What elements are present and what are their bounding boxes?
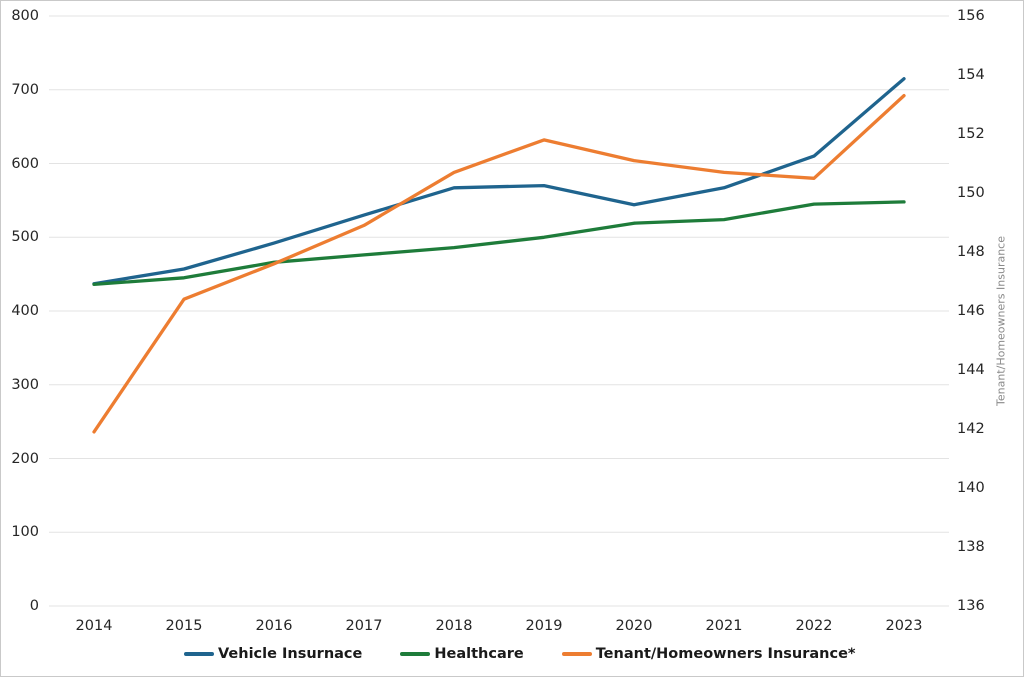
- legend-item-healthcare: Healthcare: [400, 646, 524, 662]
- right-axis-tick-label: 140: [957, 479, 985, 496]
- x-axis-tick-label: 2019: [525, 618, 563, 634]
- right-axis-tick-label: 150: [957, 184, 985, 201]
- left-axis-tick-label: 200: [11, 450, 39, 467]
- legend-swatch-icon: [400, 652, 431, 656]
- right-axis-tick-label: 144: [957, 361, 985, 378]
- left-axis-tick-label: 600: [11, 155, 39, 172]
- x-axis-tick-label: 2016: [255, 618, 293, 634]
- right-axis-tick-label: 142: [957, 420, 985, 437]
- legend-label: Vehicle Insurnace: [218, 646, 363, 662]
- left-axis-tick-label: 700: [11, 81, 39, 98]
- series-line-vehicle-insurnace: [92, 77, 906, 286]
- right-axis-tick-label: 152: [957, 125, 985, 142]
- legend-swatch-icon: [184, 652, 214, 656]
- x-axis-tick-label: 2023: [885, 618, 923, 634]
- left-axis-tick-label: 500: [11, 229, 39, 245]
- x-axis-tick-label: 2015: [165, 618, 203, 634]
- right-axis-tick-label: 138: [957, 538, 985, 555]
- left-axis-tick-label: 300: [11, 376, 39, 393]
- left-axis-tick-label: 0: [29, 597, 39, 614]
- right-axis-title: Tenant/Homeowners Insurance: [994, 236, 1008, 406]
- legend-item-tenant-homeowners-insurance: Tenant/Homeowners Insurance*: [561, 646, 856, 662]
- series-line-tenant-homeowners-insurance: [92, 93, 906, 434]
- x-axis-tick-label: 2014: [75, 618, 113, 634]
- x-axis-tick-label: 2020: [615, 618, 653, 634]
- series-line-healthcare: [92, 200, 906, 287]
- right-axis-tick-label: 156: [957, 7, 985, 24]
- legend-swatch-icon: [561, 652, 592, 656]
- right-axis-tick-label: 154: [957, 66, 985, 83]
- legend: Vehicle Insurnace Healthcare Tenant/Homeow…: [184, 646, 856, 662]
- x-axis-tick-label: 2018: [435, 618, 473, 634]
- right-axis-tick-label: 148: [957, 243, 985, 260]
- legend-item-vehicle-insurnace: Vehicle Insurnace: [184, 646, 362, 662]
- right-axis-tick-label: 146: [957, 302, 985, 319]
- x-axis-tick-label: 2017: [345, 618, 383, 634]
- x-axis-tick-label: 2022: [795, 618, 833, 634]
- left-axis-tick-label: 400: [11, 302, 39, 319]
- right-axis-tick-label: 136: [957, 597, 985, 614]
- legend-label: Tenant/Homeowners Insurance*: [595, 646, 856, 662]
- left-axis-tick-label: 100: [11, 524, 39, 540]
- left-axis-tick-label: 800: [11, 7, 39, 24]
- x-axis-tick-label: 2021: [705, 618, 743, 634]
- legend-label: Healthcare: [434, 646, 524, 662]
